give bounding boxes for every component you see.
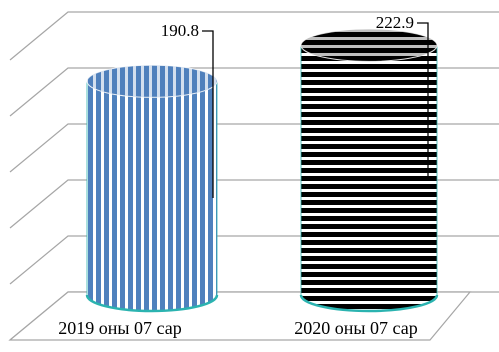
bars [85,28,439,313]
data-labels: 190.8 222.9 [161,13,429,198]
bar-base-rim-0 [85,294,219,313]
data-label-0: 190.8 [161,21,199,40]
bar-0 [86,80,218,312]
bar-top-cap-0 [86,64,218,98]
bar-1 [300,44,438,312]
bar-top-shade-1 [301,29,437,62]
bar-top-shade-0 [87,65,217,98]
data-label-leader-1 [417,22,429,178]
gridline [9,11,499,61]
x-tick-label-2019: 2019 оны 07 сар [58,318,182,338]
bar-base-rim-1 [299,294,439,313]
data-label-leader-0 [202,30,214,198]
data-label-1: 222.9 [376,13,414,32]
x-tick-label-2020: 2020 оны 07 сар [294,318,418,338]
bar-top-cap-1 [300,28,438,62]
